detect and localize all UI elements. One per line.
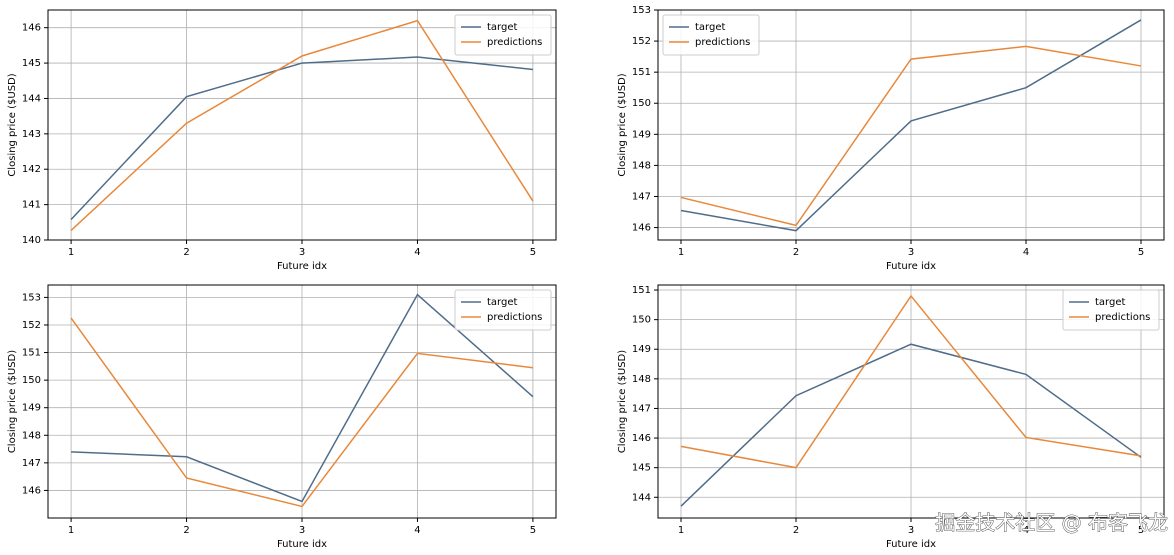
subplot: 140 141 142 143 144 145 146 1 2 3 4 5 Future idx Clos… bbox=[7, 9, 557, 272]
y-tick-label: 149 bbox=[632, 344, 651, 355]
subplot: 146 147 148 149 150 151 152 153 1 2 3 4 5 Future idx C… bbox=[7, 284, 557, 550]
legend: target predictions bbox=[1062, 289, 1160, 331]
series-line bbox=[680, 294, 1142, 469]
legend-label: target bbox=[695, 22, 725, 33]
y-axis-label: Closing price ($USD) bbox=[7, 350, 18, 453]
legend-label: predictions bbox=[1095, 312, 1150, 323]
x-tick-label: 4 bbox=[1023, 525, 1029, 536]
y-tick-label: 143 bbox=[22, 129, 41, 140]
subplot: 144 145 146 147 148 149 150 151 1 2 3 4 5 Future idx C… bbox=[617, 284, 1165, 550]
legend-label: predictions bbox=[487, 312, 542, 323]
y-tick-label: 150 bbox=[632, 315, 651, 326]
y-tick-label: 151 bbox=[22, 348, 41, 359]
plot-frame bbox=[657, 284, 1165, 519]
x-tick-label: 3 bbox=[299, 247, 305, 258]
x-tick-label: 1 bbox=[68, 525, 74, 536]
legend: target predictions bbox=[662, 14, 760, 56]
subplot: 146 147 148 149 150 151 152 153 1 2 3 4 5 Future idx C… bbox=[617, 5, 1165, 272]
y-tick-label: 146 bbox=[22, 23, 41, 34]
y-tick-label: 146 bbox=[22, 485, 41, 496]
y-tick-label: 142 bbox=[22, 164, 41, 175]
x-axis-label: Future idx bbox=[277, 261, 327, 272]
x-tick-label: 2 bbox=[793, 247, 799, 258]
legend-label: target bbox=[487, 297, 517, 308]
y-tick-label: 148 bbox=[22, 430, 41, 441]
y-tick-label: 145 bbox=[632, 463, 651, 474]
legend-label: predictions bbox=[487, 37, 542, 48]
y-tick-label: 152 bbox=[22, 320, 41, 331]
x-tick-label: 4 bbox=[1023, 247, 1029, 258]
y-tick-label: 144 bbox=[632, 492, 651, 503]
y-tick-label: 146 bbox=[632, 433, 651, 444]
y-tick-label: 148 bbox=[632, 374, 651, 385]
legend-box bbox=[1062, 289, 1160, 331]
y-tick-label: 145 bbox=[22, 58, 41, 69]
x-tick-label: 3 bbox=[908, 247, 914, 258]
y-tick-label: 153 bbox=[22, 292, 41, 303]
y-tick-label: 153 bbox=[632, 5, 651, 16]
y-tick-label: 147 bbox=[22, 458, 41, 469]
y-tick-label: 151 bbox=[632, 67, 651, 78]
y-tick-label: 150 bbox=[632, 98, 651, 109]
watermark: 掘金技术社区 @ 布客飞龙 bbox=[935, 511, 1168, 535]
x-tick-label: 3 bbox=[299, 525, 305, 536]
x-axis-label: Future idx bbox=[886, 261, 936, 272]
x-tick-label: 4 bbox=[414, 247, 420, 258]
legend-box bbox=[454, 14, 552, 56]
x-axis-label: Future idx bbox=[886, 539, 936, 550]
x-tick-label: 2 bbox=[183, 247, 189, 258]
series-line bbox=[70, 19, 534, 231]
y-tick-label: 146 bbox=[632, 223, 651, 234]
legend: target predictions bbox=[454, 289, 552, 331]
x-tick-label: 2 bbox=[183, 525, 189, 536]
legend-label: target bbox=[1095, 297, 1125, 308]
y-tick-label: 149 bbox=[632, 129, 651, 140]
plot-frame bbox=[47, 284, 557, 519]
x-tick-label: 3 bbox=[908, 525, 914, 536]
series-line bbox=[680, 19, 1142, 232]
x-tick-label: 2 bbox=[793, 525, 799, 536]
y-tick-label: 140 bbox=[22, 235, 41, 246]
x-tick-label: 1 bbox=[678, 247, 684, 258]
x-tick-label: 5 bbox=[530, 247, 536, 258]
y-tick-label: 152 bbox=[632, 36, 651, 47]
plot-frame bbox=[47, 9, 557, 241]
y-tick-label: 147 bbox=[632, 191, 651, 202]
x-tick-label: 5 bbox=[1138, 525, 1144, 536]
y-tick-label: 148 bbox=[632, 160, 651, 171]
series-line bbox=[680, 45, 1142, 227]
x-tick-label: 5 bbox=[530, 525, 536, 536]
legend-box bbox=[454, 289, 552, 331]
x-tick-label: 4 bbox=[414, 525, 420, 536]
y-tick-label: 150 bbox=[22, 375, 41, 386]
x-axis-label: Future idx bbox=[277, 539, 327, 550]
plot-frame bbox=[657, 9, 1165, 241]
y-axis-label: Closing price ($USD) bbox=[617, 350, 628, 453]
legend-label: predictions bbox=[695, 37, 750, 48]
legend-label: target bbox=[487, 22, 517, 33]
series-line bbox=[680, 343, 1142, 507]
y-axis-label: Closing price ($USD) bbox=[7, 73, 18, 176]
y-tick-label: 141 bbox=[22, 200, 41, 211]
y-tick-label: 149 bbox=[22, 403, 41, 414]
series-line bbox=[70, 56, 533, 220]
y-tick-label: 151 bbox=[632, 285, 651, 296]
x-tick-label: 5 bbox=[1138, 247, 1144, 258]
y-tick-label: 144 bbox=[22, 93, 41, 104]
legend-box bbox=[662, 14, 760, 56]
x-tick-label: 1 bbox=[678, 525, 684, 536]
legend: target predictions bbox=[454, 14, 552, 56]
series-line bbox=[70, 317, 534, 508]
y-axis-label: Closing price ($USD) bbox=[617, 73, 628, 176]
y-tick-label: 147 bbox=[632, 403, 651, 414]
x-tick-label: 1 bbox=[68, 247, 74, 258]
